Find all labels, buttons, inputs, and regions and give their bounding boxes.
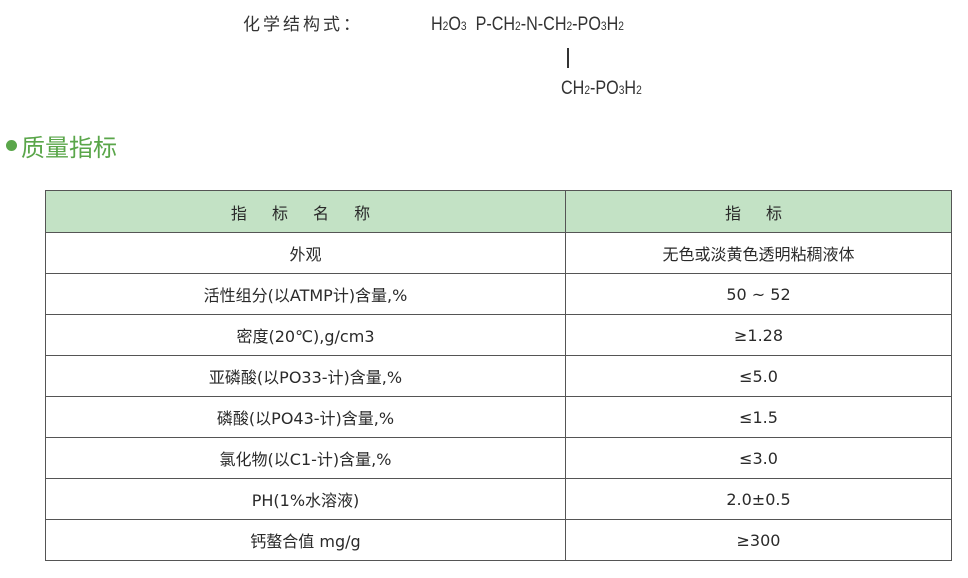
value-cell: ≥1.28 (565, 314, 952, 356)
name-cell: 活性组分(以ATMP计)含量,% (45, 273, 566, 315)
bond-line (567, 48, 569, 68)
bullet-icon (6, 140, 17, 151)
structure-label: 化学结构式： (243, 15, 363, 35)
value-cell: 50 ~ 52 (565, 273, 952, 315)
table-row: 亚磷酸(以PO33-计)含量,% ≤5.0 (45, 355, 952, 397)
table-row: 磷酸(以PO43-计)含量,% ≤1.5 (45, 396, 952, 438)
header-name: 指 标 名 称 (45, 190, 566, 233)
formula-line-2: CH2-PO3H2 (561, 78, 642, 99)
value-cell: ≥300 (565, 519, 952, 561)
table-row: 密度(20℃),g/cm3 ≥1.28 (45, 314, 952, 356)
value-cell: 无色或淡黄色透明粘稠液体 (565, 232, 952, 274)
table-header: 指 标 名 称指 标 (45, 190, 952, 233)
name-cell: 外观 (45, 232, 566, 274)
table-row: 外观 无色或淡黄色透明粘稠液体 (45, 232, 952, 274)
value-cell: 2.0±0.5 (565, 478, 952, 520)
quality-table: 指 标 名 称指 标 外观 无色或淡黄色透明粘稠液体 活性组分(以ATMP计)含量,… (45, 190, 952, 561)
name-cell: 磷酸(以PO43-计)含量,% (45, 396, 566, 438)
table-row: 活性组分(以ATMP计)含量,% 50 ~ 52 (45, 273, 952, 315)
section-heading: 质量指标 (6, 128, 117, 163)
table-row: 钙螯合值 mg/g ≥300 (45, 519, 952, 561)
value-cell: ≤1.5 (565, 396, 952, 438)
header-value: 指 标 (565, 190, 952, 233)
name-cell: 钙螯合值 mg/g (45, 519, 566, 561)
value-cell: ≤5.0 (565, 355, 952, 397)
section-title: 质量指标 (21, 134, 117, 162)
table-row: 氯化物(以C1-计)含量,% ≤3.0 (45, 437, 952, 479)
table-row: PH(1%水溶液) 2.0±0.5 (45, 478, 952, 520)
name-cell: 密度(20℃),g/cm3 (45, 314, 566, 356)
name-cell: 氯化物(以C1-计)含量,% (45, 437, 566, 479)
formula-line-1: H2O3 P-CH2-N-CH2-PO3H2 (431, 14, 624, 35)
name-cell: PH(1%水溶液) (45, 478, 566, 520)
name-cell: 亚磷酸(以PO33-计)含量,% (45, 355, 566, 397)
value-cell: ≤3.0 (565, 437, 952, 479)
